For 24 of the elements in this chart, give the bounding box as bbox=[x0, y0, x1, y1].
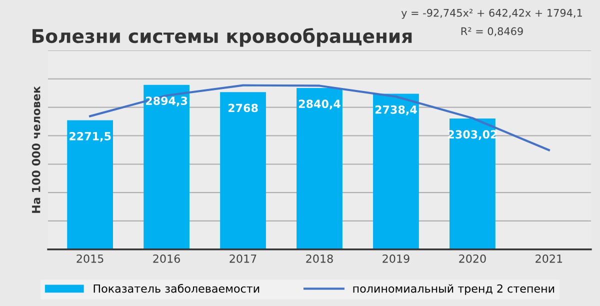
y-axis-title: На 100 000 человек bbox=[32, 86, 40, 213]
x-tick-label: 2016 bbox=[153, 254, 180, 263]
x-tick-label: 2018 bbox=[306, 254, 333, 263]
data-label: 2894,3 bbox=[146, 96, 188, 106]
data-label: 2271,5 bbox=[70, 132, 111, 142]
bar bbox=[144, 84, 190, 250]
text: y = -92,745x² + 642,42x + 1794,1 bbox=[401, 8, 582, 19]
x-tick-label: 2015 bbox=[76, 254, 104, 263]
bar bbox=[373, 94, 419, 250]
data-label: 2840,4 bbox=[298, 100, 340, 110]
text: R² = 0,8469 bbox=[461, 27, 523, 36]
data-label: 2768 bbox=[228, 104, 258, 112]
x-tick-label: 2017 bbox=[230, 254, 256, 263]
legend-label: Показатель заболеваемости bbox=[94, 284, 260, 293]
x-tick-label: 2019 bbox=[382, 254, 410, 263]
bar bbox=[67, 120, 114, 250]
x-tick-label: 2020 bbox=[459, 254, 486, 263]
legend-label: полиномиальный тренд 2 степени bbox=[353, 284, 554, 295]
bar bbox=[450, 118, 496, 250]
bar bbox=[220, 92, 266, 250]
chart-title: Болезни системы кровообращения bbox=[32, 28, 412, 47]
bar bbox=[296, 88, 342, 250]
data-label: 2738,4 bbox=[375, 105, 417, 116]
x-tick-label: 2021 bbox=[536, 254, 562, 263]
